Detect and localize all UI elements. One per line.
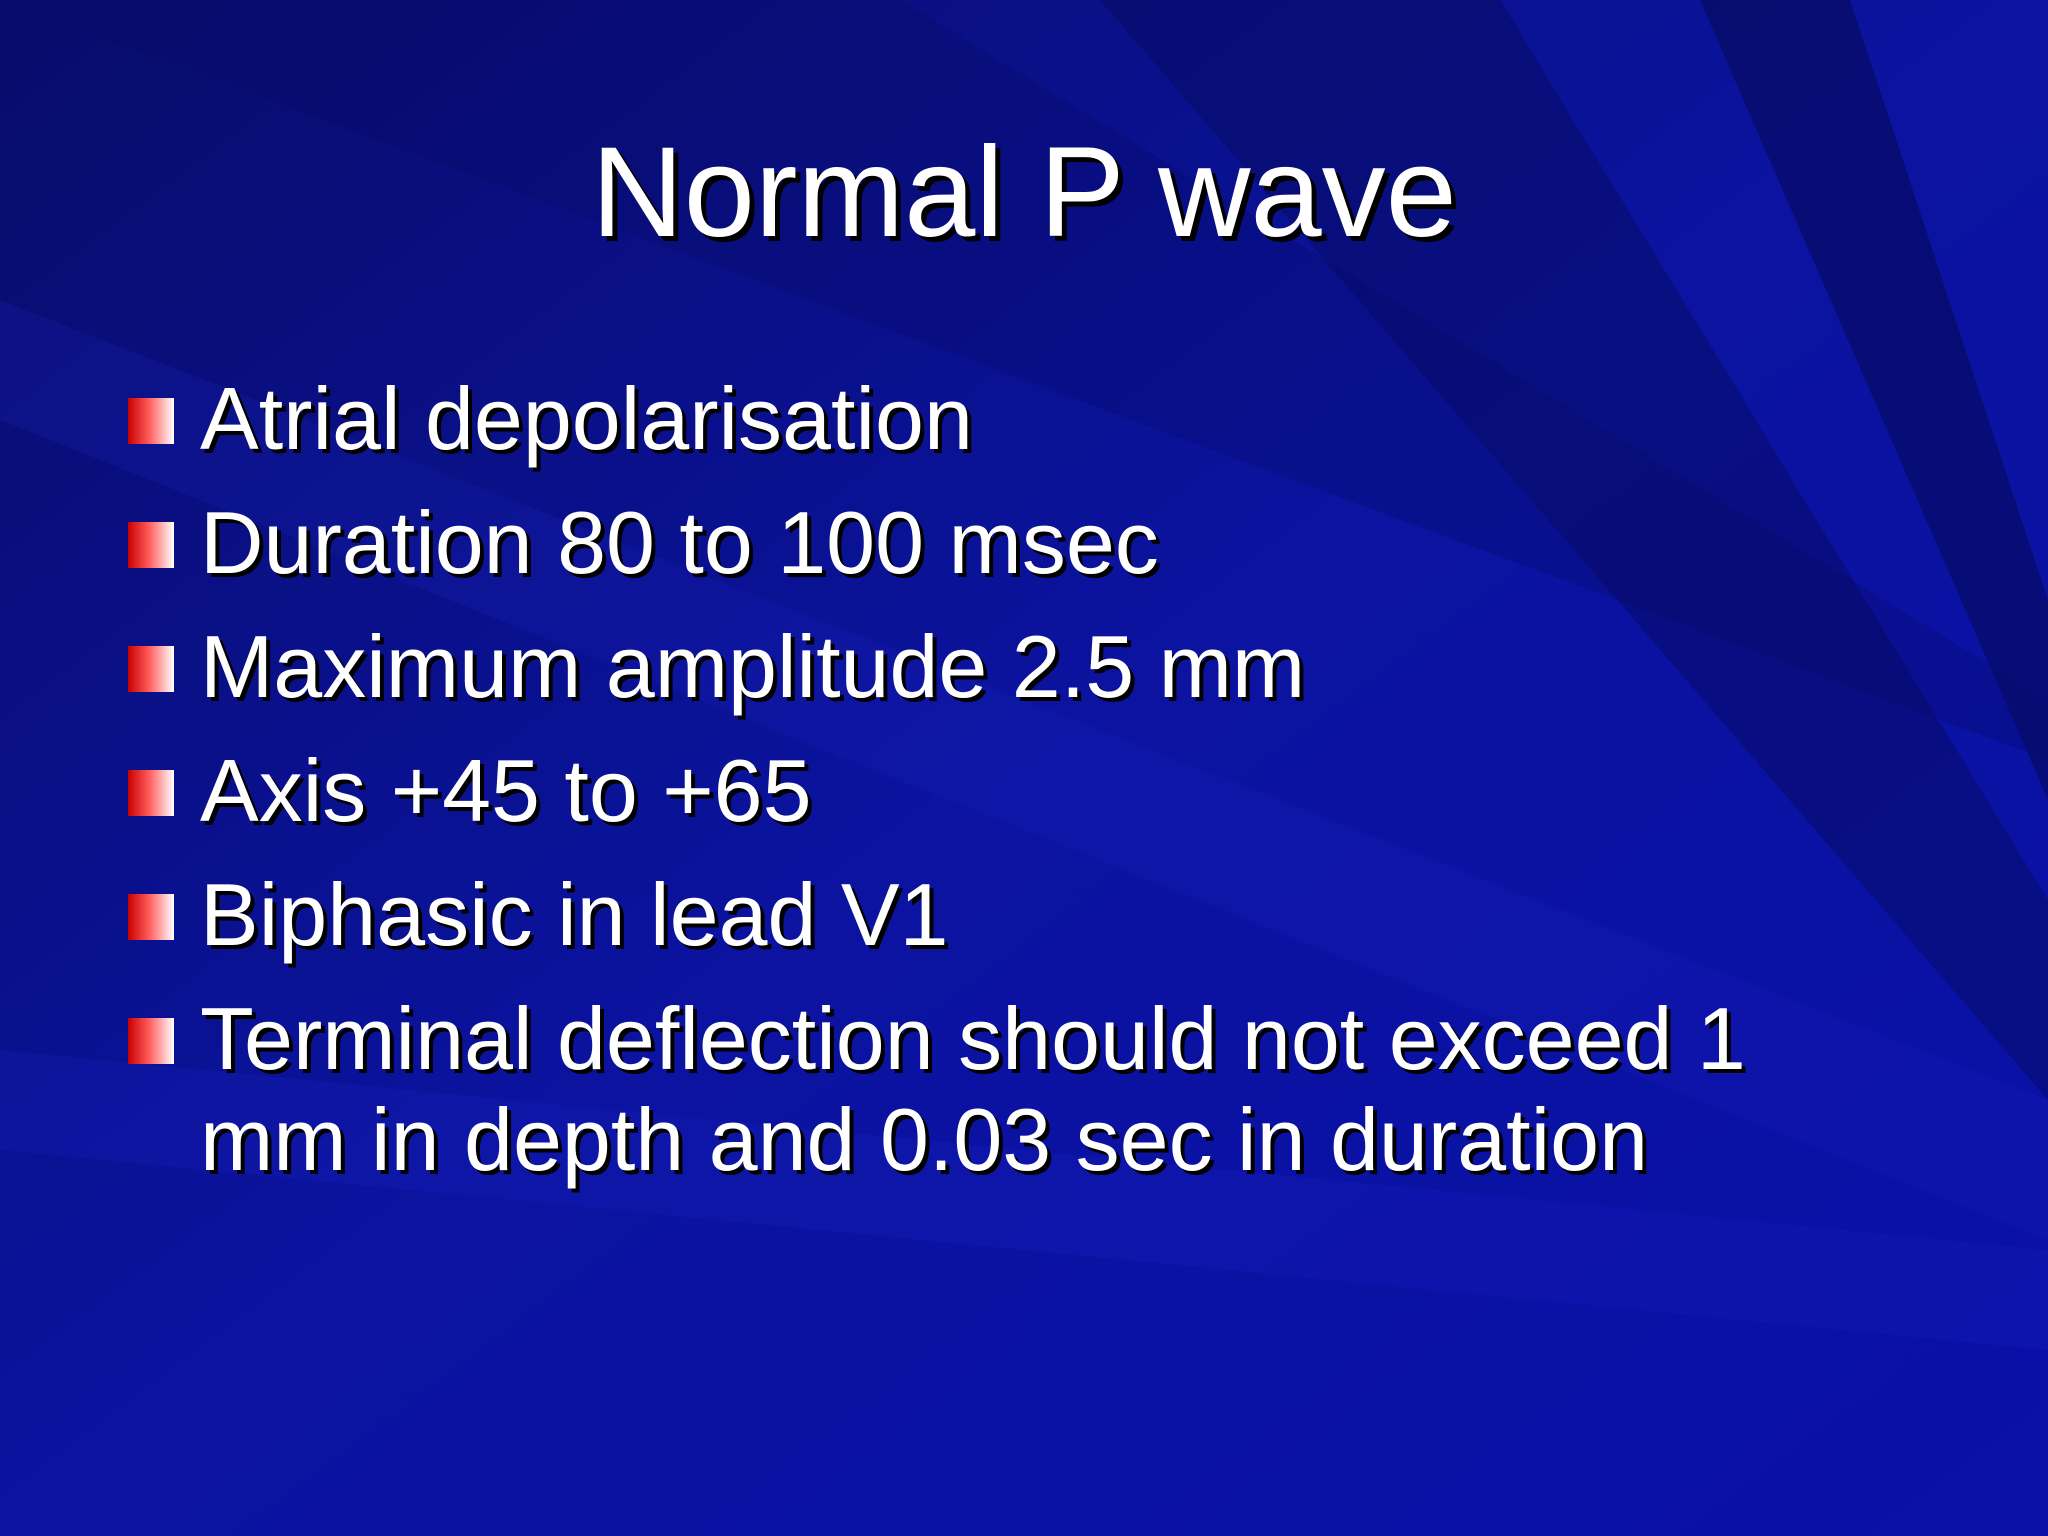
bullet-item: Terminal deflection should not exceed 1 … <box>128 988 1848 1190</box>
bullet-marker <box>128 1018 174 1064</box>
bullet-item: Biphasic in lead V1 <box>128 864 1848 965</box>
bullet-marker <box>128 894 174 940</box>
bullet-text: Terminal deflection should not exceed 1 … <box>200 989 1746 1189</box>
bullet-text: Duration 80 to 100 msec <box>200 493 1159 592</box>
bullet-marker <box>128 770 174 816</box>
bullet-item: Axis +45 to +65 <box>128 740 1848 841</box>
bullet-marker <box>128 398 174 444</box>
bullet-item: Atrial depolarisation <box>128 368 1848 469</box>
bullet-item: Duration 80 to 100 msec <box>128 492 1848 593</box>
bullet-marker <box>128 646 174 692</box>
bullet-text: Biphasic in lead V1 <box>200 865 949 964</box>
bullet-marker <box>128 522 174 568</box>
bullet-text: Axis +45 to +65 <box>200 741 812 840</box>
slide-title: Normal P wave <box>591 121 1457 264</box>
bullet-item: Maximum amplitude 2.5 mm <box>128 616 1848 717</box>
bullet-text: Atrial depolarisation <box>200 369 973 468</box>
bullet-text: Maximum amplitude 2.5 mm <box>200 617 1306 716</box>
bullet-list: Atrial depolarisation Duration 80 to 100 … <box>128 368 1848 1213</box>
